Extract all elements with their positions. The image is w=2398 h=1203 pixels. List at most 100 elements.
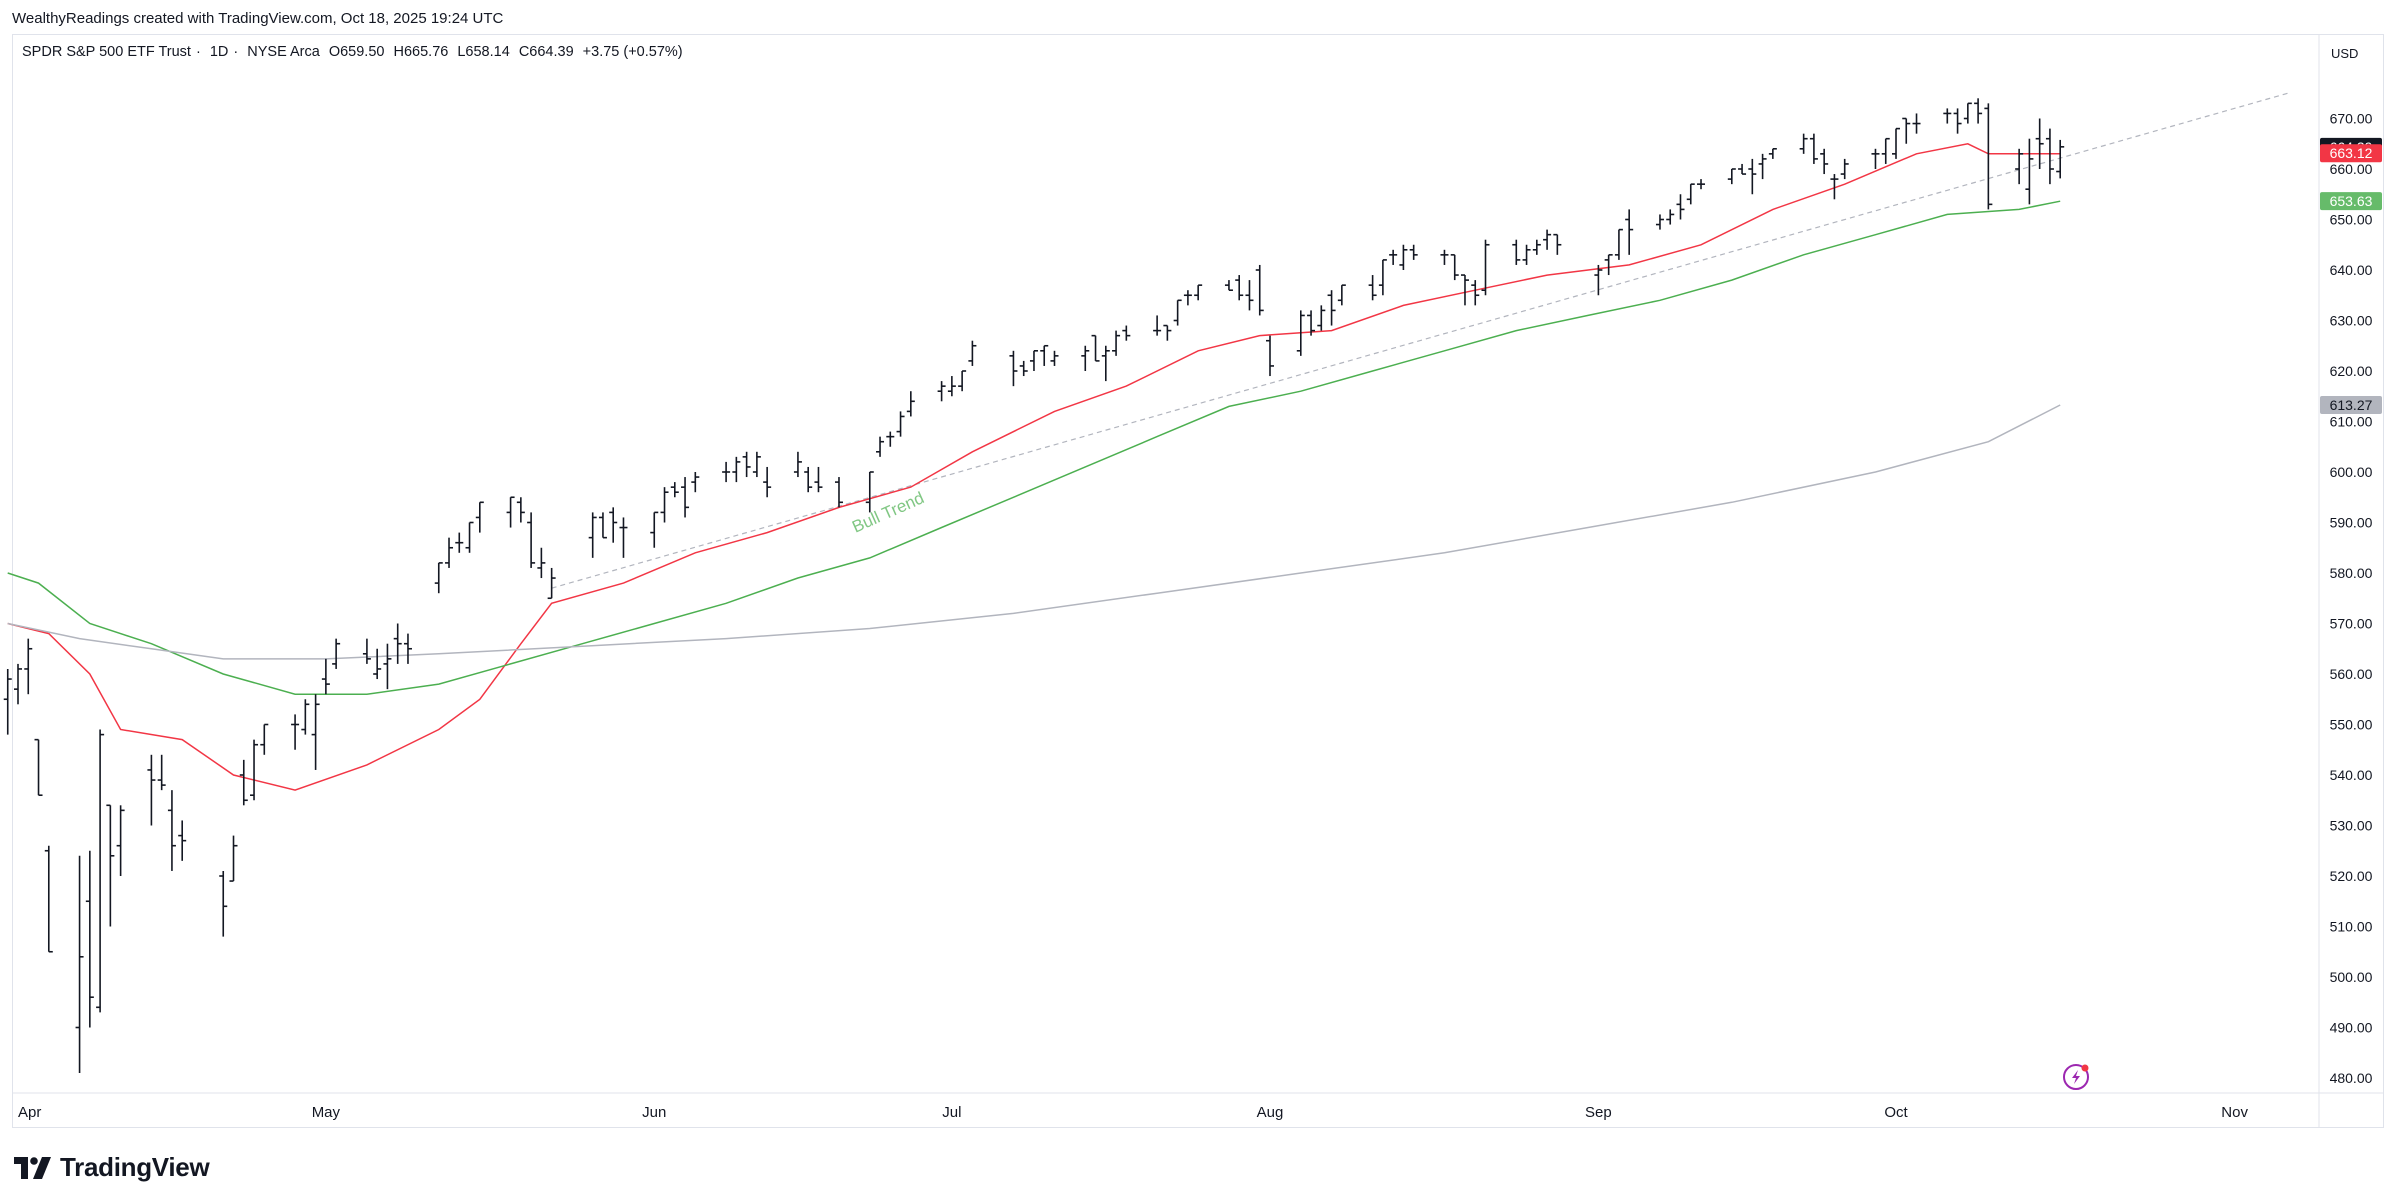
ohlc-bar[interactable] bbox=[1091, 334, 1100, 362]
ohlc-bar[interactable] bbox=[1686, 183, 1695, 205]
ohlc-bar[interactable] bbox=[1614, 228, 1623, 260]
ohlc-bar[interactable] bbox=[598, 512, 607, 539]
ohlc-bar[interactable] bbox=[1871, 148, 1880, 169]
ohlc-bar[interactable] bbox=[1019, 360, 1028, 377]
ohlc-bar[interactable] bbox=[1368, 275, 1377, 301]
price-label[interactable]: 653.63 bbox=[2320, 192, 2382, 211]
ohlc-bar[interactable] bbox=[34, 738, 43, 797]
ohlc-bar[interactable] bbox=[1984, 103, 1993, 210]
ohlc-bar[interactable] bbox=[1296, 310, 1305, 356]
ohlc-bar[interactable] bbox=[937, 381, 946, 402]
ohlc-bar[interactable] bbox=[147, 754, 156, 826]
ohlc-bar[interactable] bbox=[1450, 254, 1459, 281]
ohlc-bar[interactable] bbox=[1604, 254, 1613, 276]
ohlc-bar[interactable] bbox=[722, 461, 731, 483]
ohlc-bar[interactable] bbox=[1029, 349, 1038, 371]
ohlc-bar[interactable] bbox=[1625, 209, 1634, 255]
ohlc-bar[interactable] bbox=[1471, 280, 1480, 306]
ohlc-bar[interactable] bbox=[301, 699, 310, 735]
ohlc-bar[interactable] bbox=[2035, 118, 2044, 170]
ohlc-bar[interactable] bbox=[876, 436, 885, 457]
ohlc-bar[interactable] bbox=[1122, 325, 1131, 341]
ohlc-bar[interactable] bbox=[1758, 153, 1767, 180]
currency-label[interactable]: USD bbox=[2331, 46, 2359, 61]
ohlc-bar[interactable] bbox=[1307, 310, 1316, 336]
ohlc-bar[interactable] bbox=[752, 451, 761, 478]
ohlc-bar[interactable] bbox=[814, 466, 823, 493]
ohlc-bar[interactable] bbox=[1902, 117, 1911, 144]
ohlc-bar[interactable] bbox=[1255, 264, 1264, 316]
ohlc-bar[interactable] bbox=[434, 562, 443, 594]
ohlc-bar[interactable] bbox=[1912, 113, 1921, 134]
ohlc-bar[interactable] bbox=[886, 431, 895, 447]
ohlc-bar[interactable] bbox=[445, 537, 454, 568]
ohlc-bar[interactable] bbox=[96, 729, 105, 1013]
ohlc-bar[interactable] bbox=[1399, 244, 1408, 270]
ohlc-bar[interactable] bbox=[1409, 244, 1418, 260]
ohlc-bar[interactable] bbox=[393, 623, 402, 664]
price-label[interactable]: 613.27 bbox=[2320, 395, 2382, 414]
ohlc-bar[interactable] bbox=[1943, 108, 1952, 124]
ohlc-bar[interactable] bbox=[362, 638, 371, 664]
ohlc-bar[interactable] bbox=[660, 487, 669, 523]
ohlc-bar[interactable] bbox=[383, 643, 392, 690]
ohlc-bar[interactable] bbox=[1440, 249, 1449, 265]
ohlc-bar[interactable] bbox=[291, 714, 300, 750]
ohlc-bar[interactable] bbox=[3, 668, 12, 735]
ohlc-bar[interactable] bbox=[44, 845, 53, 953]
ohlc-bar[interactable] bbox=[1963, 102, 1972, 124]
ohlc-bar[interactable] bbox=[1101, 345, 1110, 382]
ohlc-bar[interactable] bbox=[1543, 229, 1552, 250]
ohlc-bar[interactable] bbox=[1173, 299, 1182, 326]
ohlc-bar[interactable] bbox=[239, 759, 248, 806]
ohlc-bar[interactable] bbox=[834, 477, 843, 508]
ohlc-bar[interactable] bbox=[311, 694, 320, 770]
ohlc-bar[interactable] bbox=[1327, 290, 1336, 326]
lightning-icon[interactable] bbox=[2063, 1064, 2089, 1090]
ohlc-bar[interactable] bbox=[1727, 168, 1736, 185]
ohlc-bar[interactable] bbox=[332, 638, 341, 669]
ohlc-bar[interactable] bbox=[85, 850, 94, 1028]
ohlc-bar[interactable] bbox=[167, 790, 176, 871]
ohlc-bar[interactable] bbox=[609, 507, 618, 543]
ohlc-bar[interactable] bbox=[650, 511, 659, 548]
ohlc-bar[interactable] bbox=[260, 723, 269, 755]
ohlc-bar[interactable] bbox=[455, 532, 464, 553]
ohlc-bar[interactable] bbox=[219, 870, 228, 937]
ohlc-bar[interactable] bbox=[1163, 324, 1172, 341]
ohlc-bar[interactable] bbox=[1460, 274, 1469, 306]
ohlc-bar[interactable] bbox=[506, 496, 515, 528]
ohlc-bar[interactable] bbox=[1830, 174, 1839, 200]
ohlc-bar[interactable] bbox=[1040, 344, 1049, 366]
ohlc-bar[interactable] bbox=[1676, 194, 1685, 220]
ohlc-bar[interactable] bbox=[14, 663, 22, 705]
ohlc-bar[interactable] bbox=[1840, 158, 1849, 180]
ohlc-bar[interactable] bbox=[681, 477, 690, 518]
ohlc-bar[interactable] bbox=[106, 804, 115, 927]
ohlc-bar[interactable] bbox=[670, 482, 679, 498]
ohlc-bar[interactable] bbox=[2045, 128, 2054, 185]
ohlc-bar[interactable] bbox=[537, 547, 546, 579]
trend-line[interactable] bbox=[551, 92, 2291, 589]
ohlc-bar[interactable] bbox=[1748, 158, 1757, 195]
ohlc-bar[interactable] bbox=[1666, 209, 1675, 225]
ohlc-bar[interactable] bbox=[1183, 290, 1192, 306]
ohlc-bar[interactable] bbox=[947, 376, 956, 397]
ohlc-bar[interactable] bbox=[1235, 275, 1244, 301]
ohlc-bar[interactable] bbox=[1553, 233, 1562, 255]
ohlc-bar[interactable] bbox=[1799, 133, 1808, 154]
ohlc-bar[interactable] bbox=[403, 633, 412, 664]
ohlc-bar[interactable] bbox=[1768, 148, 1777, 159]
ohlc-bar[interactable] bbox=[547, 567, 556, 600]
ohlc-bar[interactable] bbox=[1655, 214, 1664, 230]
symbol-legend[interactable]: SPDR S&P 500 ETF Trust · 1D · NYSE Arca O6… bbox=[22, 44, 683, 60]
ohlc-bar[interactable] bbox=[906, 391, 915, 417]
ohlc-bar[interactable] bbox=[178, 820, 187, 861]
ohlc-bar[interactable] bbox=[763, 466, 772, 498]
ohlc-bar[interactable] bbox=[321, 658, 330, 695]
ohlc-bar[interactable] bbox=[1224, 280, 1233, 292]
ohlc-bar[interactable] bbox=[1974, 98, 1983, 124]
ohlc-bar[interactable] bbox=[465, 521, 474, 553]
ohlc-bar[interactable] bbox=[475, 501, 484, 533]
